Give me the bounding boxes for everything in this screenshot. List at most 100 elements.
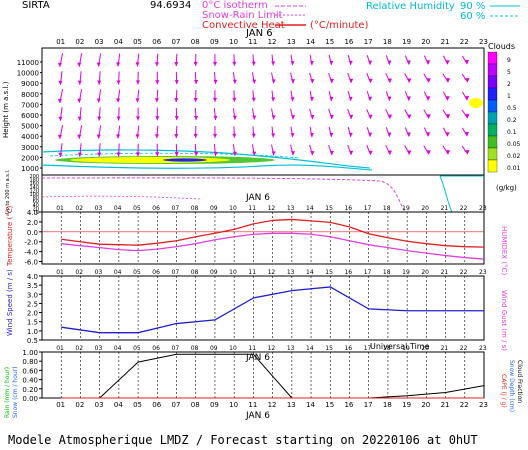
wind-arrow-head <box>290 97 295 102</box>
wind-arrow-head <box>77 62 82 67</box>
hour-tick-label: 16 <box>344 269 352 276</box>
p3-ytick-label: 3.0 <box>27 291 38 299</box>
legend-rh-label: Relative Humidity <box>366 1 455 12</box>
hour-tick-label: 02 <box>75 205 83 212</box>
windspeed-axis-label: Wind Speed (m / s) <box>6 269 14 336</box>
wind-arrow-head <box>232 97 237 102</box>
p2-ytick-label: 2.0 <box>27 219 38 227</box>
wind-arrow-head <box>97 116 102 121</box>
wind-arrow-head <box>349 114 354 119</box>
hour-tick-label: 05 <box>133 269 141 276</box>
hour-tick-label: 22 <box>460 205 468 212</box>
hour-tick-label: 12 <box>268 269 276 276</box>
wind-arrow-head <box>57 98 62 103</box>
wind-arrow-head <box>97 80 102 85</box>
wind-arrow-head <box>465 132 470 137</box>
hour-tick-label: 04 <box>114 38 123 46</box>
wind-arrow <box>461 73 469 83</box>
hour-tick-label: 15 <box>325 345 333 352</box>
wind-arrow <box>461 109 469 119</box>
wind-arrow-head <box>426 78 431 83</box>
p4-ytick-label: 0.40 <box>22 377 38 385</box>
wind-arrow-head <box>252 79 257 84</box>
hour-tick-label: 23 <box>479 345 487 352</box>
hour-tick-label: 08 <box>191 205 199 212</box>
height-ytick-low-label: 60 <box>33 199 39 205</box>
wind-arrow-head <box>387 60 392 65</box>
colorbar-tick-label: 5 <box>507 69 511 76</box>
wind-arrow-head <box>406 96 411 101</box>
hour-tick-label: 07 <box>172 205 180 212</box>
height-ytick-low-label: 200 <box>29 174 39 180</box>
wind-arrow-head <box>116 134 121 139</box>
isotherm-line <box>41 177 406 213</box>
wind-arrow-head <box>135 152 140 157</box>
wind-arrow-head <box>116 116 121 121</box>
hour-tick-label: 03 <box>95 205 103 212</box>
wind-arrow-head <box>329 151 334 156</box>
hour-tick-label: 19 <box>402 345 410 352</box>
p4-ytick-label: 0.80 <box>22 358 38 366</box>
legend-snowrain-label: Snow-Rain Limit <box>202 10 283 21</box>
wind-arrow-head <box>310 79 315 84</box>
height-ytick-label: 11000 <box>17 59 39 67</box>
wind-arrow-head <box>290 61 295 66</box>
wind-arrow-head <box>174 152 179 157</box>
hour-tick-label: 01 <box>56 205 64 212</box>
colorbar-tick-label: 0.01 <box>507 165 521 172</box>
wind-arrow-head <box>406 60 411 65</box>
colorbar-tick-label: 0.1 <box>507 129 517 136</box>
hour-tick-label: 12 <box>268 205 276 212</box>
wind-arrow-head <box>291 115 296 120</box>
height-panel-content <box>41 98 484 213</box>
wind-arrow-head <box>154 134 159 139</box>
hour-tick-label: 14 <box>306 205 314 212</box>
height-ytick-low-label: 180 <box>29 178 39 184</box>
wind-arrow-head <box>291 79 296 84</box>
hour-tick-label: 04 <box>114 205 122 212</box>
colorbar-tick-label: 0.2 <box>507 117 517 124</box>
wind-arrow-head <box>232 151 237 156</box>
wind-arrow-head <box>252 115 257 120</box>
p2-ytick-label: -6.0 <box>24 259 38 267</box>
wind-arrow-head <box>309 61 314 66</box>
p4-ytick-label: 1.00 <box>22 349 38 357</box>
wind-arrow-head <box>348 60 353 65</box>
wind-arrow-head <box>213 61 218 66</box>
hour-tick-label: 16 <box>344 205 352 212</box>
wind-arrow-head <box>368 78 373 83</box>
p3-ytick-label: 4.0 <box>27 273 38 281</box>
hour-tick-label: 13 <box>287 38 296 46</box>
hour-tick-label: 22 <box>460 269 468 276</box>
p2-ytick-label: 4.0 <box>27 209 38 217</box>
wind-arrow-head <box>232 79 237 84</box>
p3-ytick-label: 2.5 <box>27 300 38 308</box>
wind-arrow-head <box>290 133 295 138</box>
wind-arrow-head <box>388 114 393 119</box>
wind-arrows <box>57 53 470 157</box>
colorbar-swatch <box>487 159 498 173</box>
wind-arrow-head <box>174 116 179 121</box>
snowdepth-axis-label: Snow Depth (cm) <box>508 360 515 412</box>
hour-tick-label: 16 <box>344 38 353 46</box>
hour-tick-label: 06 <box>152 269 160 276</box>
wind-arrow <box>442 73 449 83</box>
hour-tick-label: 06 <box>152 205 160 212</box>
hour-tick-label: 02 <box>75 269 83 276</box>
hour-tick-label: 15 <box>325 269 333 276</box>
height-section-panel: 1100010000900080007000600050004000300020… <box>2 42 521 216</box>
hour-tick-label: 03 <box>95 345 103 352</box>
hour-tick-label: 02 <box>75 345 83 352</box>
height-ytick-low-label: 20 <box>33 206 39 212</box>
wind-arrow-head <box>310 151 315 156</box>
wind-arrow-head <box>387 96 392 101</box>
wind-arrow-head <box>368 96 373 101</box>
wind-arrow-head <box>174 134 179 139</box>
hour-tick-label: 17 <box>364 38 373 46</box>
hour-tick-label: 01 <box>56 38 65 46</box>
hour-tick-label: 08 <box>191 38 200 46</box>
hour-tick-label: 09 <box>210 205 218 212</box>
hour-tick-label: 07 <box>172 269 180 276</box>
colorbar-unit: (g/kg) <box>496 184 517 192</box>
height-ytick-label: 1000 <box>21 165 39 173</box>
